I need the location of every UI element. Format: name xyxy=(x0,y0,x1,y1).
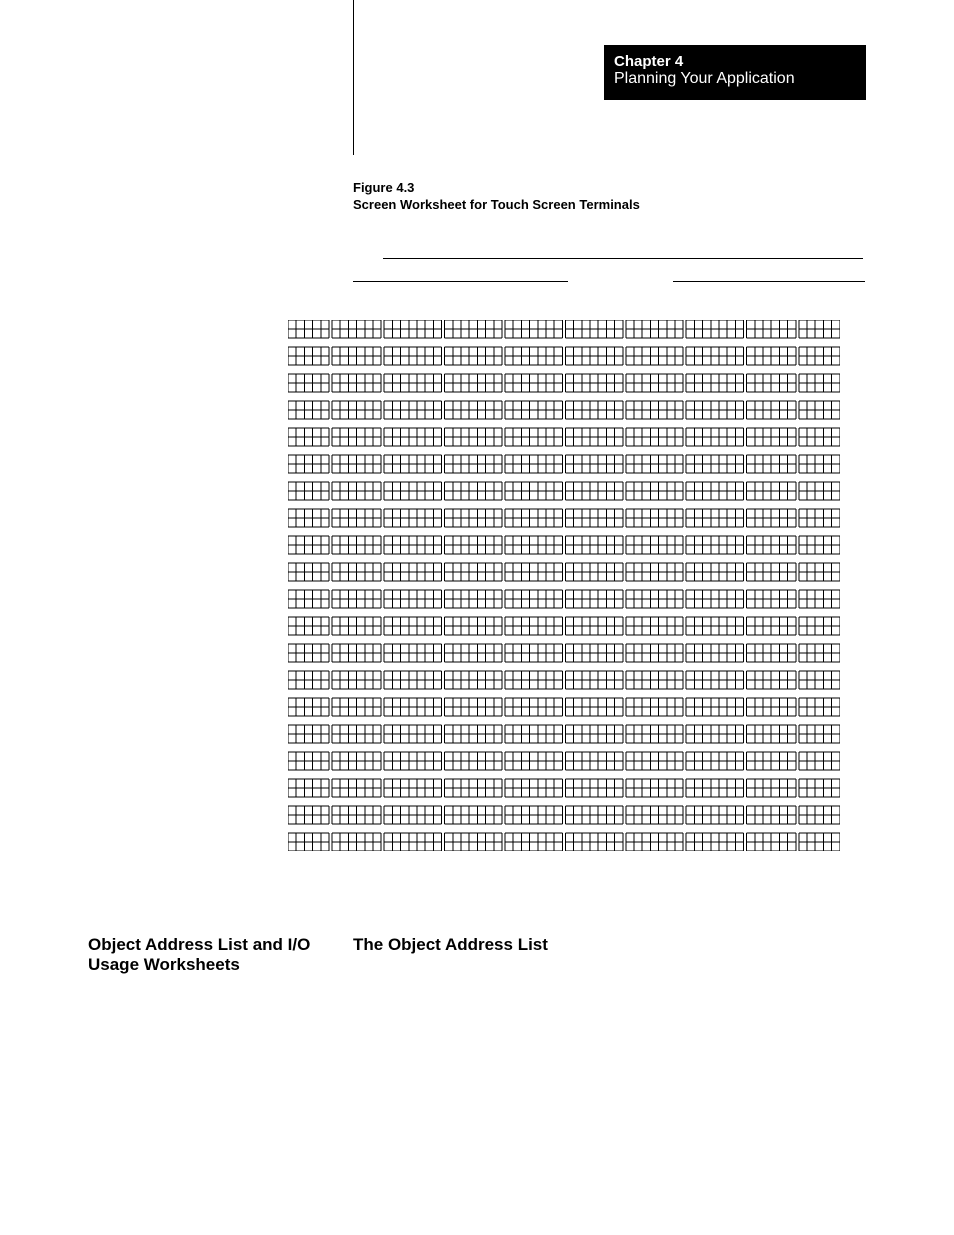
chapter-title: Planning Your Application xyxy=(614,70,856,88)
sidebar-heading: Object Address List and I/O Usage Worksh… xyxy=(88,935,318,976)
worksheet-grid xyxy=(288,320,840,851)
figure-title: Screen Worksheet for Touch Screen Termin… xyxy=(353,197,640,212)
worksheet-header-lines xyxy=(353,258,865,288)
worksheet-field-line-left xyxy=(353,281,568,282)
header-vertical-rule xyxy=(353,0,354,155)
worksheet-title-line xyxy=(383,258,863,259)
chapter-header: Chapter 4 Planning Your Application xyxy=(604,45,866,100)
section-heading: The Object Address List xyxy=(353,935,548,955)
figure-number: Figure 4.3 xyxy=(353,180,414,195)
chapter-number: Chapter 4 xyxy=(614,53,856,70)
worksheet-field-line-right xyxy=(673,281,865,282)
figure-caption: Figure 4.3 Screen Worksheet for Touch Sc… xyxy=(353,180,853,213)
